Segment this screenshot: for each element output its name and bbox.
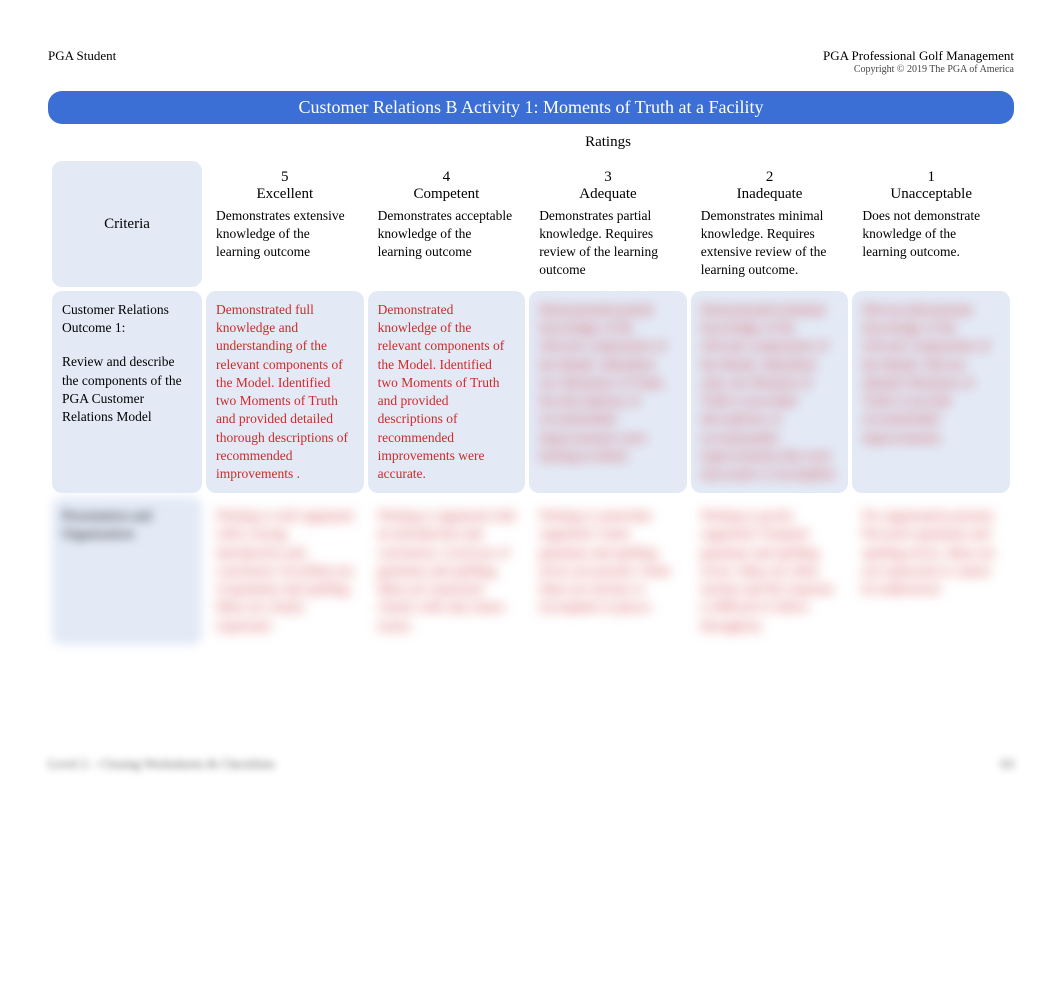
col-num: 2 (701, 169, 839, 186)
criteria-title: Presentation and Organization: (62, 508, 152, 541)
col-label: Unacceptable (862, 186, 1000, 203)
header-right-title: PGA Professional Golf Management (823, 48, 1014, 64)
col-head-3: 3 Adequate Demonstrates partial knowledg… (529, 161, 687, 287)
footer-left: Level 2 – Closing Worksheets & Checklist… (48, 756, 275, 772)
col-head-5: 5 Excellent Demonstrates extensive knowl… (206, 161, 364, 287)
rating-cell: Writing is well organized with a strong … (206, 497, 364, 645)
rubric-row: Customer Relations Outcome 1: Review and… (52, 291, 1010, 493)
rating-cell: Writing is somewhat organized. Some gram… (529, 497, 687, 645)
rating-text: Demonstrated minimal knowledge of the re… (701, 302, 838, 481)
rating-text: No organization present. Pervasive gramm… (862, 508, 995, 596)
rating-text: Writing is poorly organized. Frequent gr… (701, 508, 834, 632)
col-head-1: 1 Unacceptable Does not demonstrate know… (852, 161, 1010, 287)
col-num: 1 (862, 169, 1000, 186)
copyright: Copyright © 2019 The PGA of America (823, 64, 1014, 75)
rating-cell: Did not demonstrate knowledge of the rel… (852, 291, 1010, 493)
rating-text: Writing is well organized with a strong … (216, 508, 354, 632)
criteria-sub: Review and describe the components of th… (62, 353, 192, 426)
rating-cell: Writing is organized with an introductio… (368, 497, 526, 645)
rating-text: Writing is somewhat organized. Some gram… (539, 508, 670, 614)
col-desc: Demonstrates extensive knowledge of the … (216, 208, 345, 259)
rubric-table: Ratings Criteria 5 Excellent Demonstrate… (48, 124, 1014, 649)
col-num: 5 (216, 169, 354, 186)
col-desc: Does not demonstrate knowledge of the le… (862, 208, 980, 259)
col-num: 4 (378, 169, 516, 186)
rating-cell: Demonstrated knowledge of the relevant c… (368, 291, 526, 493)
criteria-cell: Customer Relations Outcome 1: Review and… (52, 291, 202, 493)
col-desc: Demonstrates minimal knowledge. Requires… (701, 208, 827, 277)
col-head-4: 4 Competent Demonstrates acceptable know… (368, 161, 526, 287)
rating-cell: No organization present. Pervasive gramm… (852, 497, 1010, 645)
col-desc: Demonstrates acceptable knowledge of the… (378, 208, 513, 259)
col-label: Competent (378, 186, 516, 203)
criteria-cell: Presentation and Organization: (52, 497, 202, 645)
ratings-header: Ratings (206, 128, 1010, 157)
rubric-row: Presentation and Organization: Writing i… (52, 497, 1010, 645)
col-label: Excellent (216, 186, 354, 203)
col-label: Inadequate (701, 186, 839, 203)
col-label: Adequate (539, 186, 677, 203)
rating-text: Demonstrated partial knowledge of the re… (539, 302, 666, 463)
footer-right: 63 (1001, 756, 1014, 772)
rating-cell: Demonstrated minimal knowledge of the re… (691, 291, 849, 493)
criteria-title: Customer Relations Outcome 1: (62, 302, 169, 335)
rating-text: Demonstrated full knowledge and understa… (216, 302, 348, 481)
rating-text: Demonstrated knowledge of the relevant c… (378, 302, 505, 481)
col-head-2: 2 Inadequate Demonstrates minimal knowle… (691, 161, 849, 287)
col-desc: Demonstrates partial knowledge. Requires… (539, 208, 658, 277)
rating-cell: Demonstrated full knowledge and understa… (206, 291, 364, 493)
rating-cell: Demonstrated partial knowledge of the re… (529, 291, 687, 493)
page-title: Customer Relations B Activity 1: Moments… (48, 91, 1014, 124)
rating-text: Writing is organized with an introductio… (378, 508, 516, 632)
col-num: 3 (539, 169, 677, 186)
rating-text: Did not demonstrate knowledge of the rel… (862, 302, 989, 445)
criteria-header: Criteria (52, 161, 202, 287)
header-left: PGA Student (48, 48, 116, 64)
rating-cell: Writing is poorly organized. Frequent gr… (691, 497, 849, 645)
